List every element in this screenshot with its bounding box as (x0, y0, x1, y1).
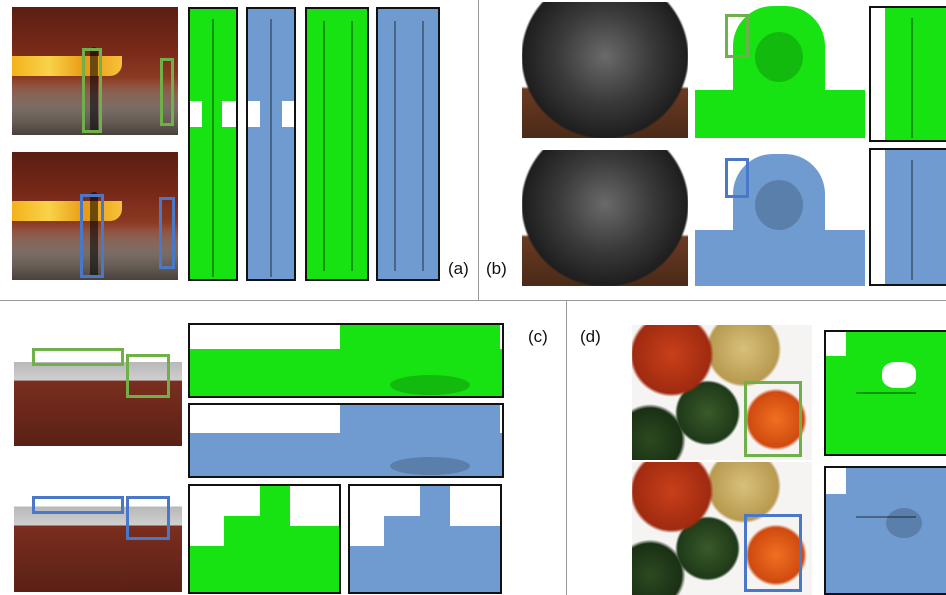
statue-zoom-blue (869, 148, 946, 286)
mesh-blue-a2 (376, 7, 440, 281)
mesh-gap (871, 150, 885, 284)
panel-label-b: (b) (486, 259, 507, 278)
highlight-box-blue (159, 197, 175, 269)
lamp-post (90, 192, 98, 278)
castle-mesh-blue-wide (188, 403, 504, 478)
lamp-post (90, 47, 98, 133)
highlight-box-green (82, 48, 102, 133)
castle-mesh-green-zoom (188, 484, 341, 594)
mesh-edge (351, 21, 353, 271)
mesh-gap (826, 332, 846, 356)
highlight-box-green (126, 354, 170, 398)
statue-mesh-blue (695, 150, 865, 286)
fruit-zoom-green (824, 330, 946, 456)
castle-photo-top (14, 326, 182, 446)
street-photo-bottom (12, 152, 178, 280)
castle-photo-bottom (14, 470, 182, 592)
highlight-box-green (744, 381, 802, 457)
castle-mesh-blue-zoom (348, 484, 502, 594)
panel-label-c: (c) (528, 327, 548, 346)
mesh-edge (270, 19, 272, 277)
panel-label-a: (a) (448, 259, 469, 278)
mesh-edge (911, 18, 913, 138)
mesh-gap (871, 8, 885, 140)
mesh-gap (882, 362, 916, 388)
divider-vertical-bottom (566, 301, 567, 595)
mesh-gap (222, 101, 236, 127)
mesh-edge (323, 21, 325, 271)
mesh-edge (394, 21, 396, 271)
mesh-green-a2 (305, 7, 369, 281)
highlight-box-green (32, 348, 124, 366)
mesh-green-a1 (188, 7, 238, 281)
awning (12, 200, 122, 222)
mesh-gap (350, 486, 384, 546)
statue-photo-top (522, 2, 688, 138)
fruit-zoom-blue (824, 466, 946, 595)
mesh-edge (856, 392, 916, 394)
mesh-edge (422, 21, 424, 271)
mesh-gap (190, 101, 202, 127)
fruit-photo-top (632, 325, 812, 460)
highlight-box-blue (744, 514, 802, 592)
highlight-box-blue (725, 158, 749, 198)
mesh-gap (450, 486, 500, 526)
highlight-box-blue (80, 194, 104, 278)
highlight-box-green (160, 58, 174, 126)
awning (12, 55, 122, 77)
highlight-box-blue (32, 496, 124, 514)
panel-label-d: (d) (580, 327, 601, 346)
castle-mesh-green-wide (188, 323, 504, 398)
mesh-gap (826, 468, 846, 494)
mesh-edge (856, 516, 916, 518)
statue-mesh-green (695, 2, 865, 138)
mesh-gap (248, 101, 260, 127)
highlight-box-green (725, 14, 749, 58)
statue-zoom-green (869, 6, 946, 142)
divider-horizontal (0, 300, 946, 301)
street-photo-top (12, 7, 178, 135)
mesh-gap (290, 486, 339, 526)
mesh-blue-a1 (246, 7, 296, 281)
fruit-photo-bottom (632, 462, 812, 595)
divider-vertical-top (478, 0, 479, 300)
highlight-box-blue (126, 496, 170, 540)
mesh-edge (911, 160, 913, 280)
statue-photo-bottom (522, 150, 688, 286)
mesh-gap (282, 101, 294, 127)
mesh-edge (212, 19, 214, 277)
mesh-gap (190, 486, 224, 546)
